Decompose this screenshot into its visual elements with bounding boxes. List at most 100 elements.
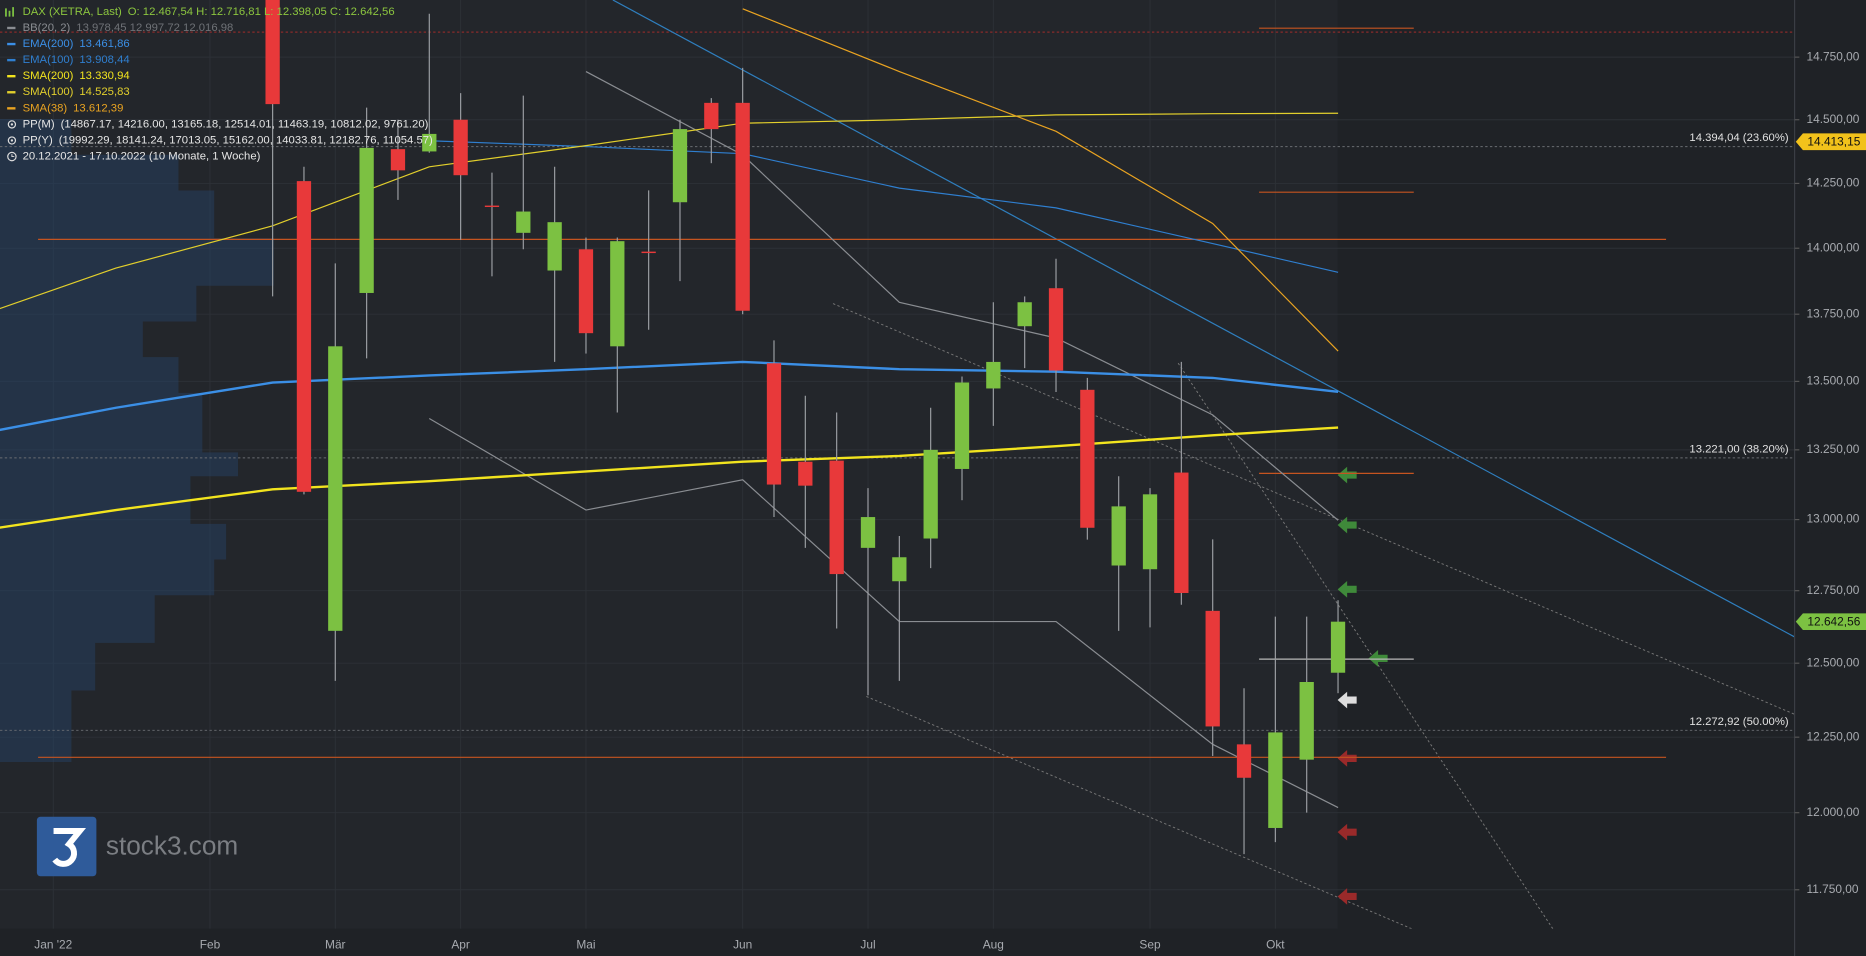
candle-body <box>1299 681 1314 760</box>
candle-body <box>672 129 688 203</box>
candle-body <box>296 181 312 492</box>
x-tick-label: Jun <box>733 937 752 951</box>
candle-body <box>422 133 437 152</box>
y-tick-label: 12.250,00 <box>1806 729 1859 743</box>
trend-line <box>832 303 1795 715</box>
candle-body <box>359 147 374 293</box>
fib-label: 12.272,92 (50.00%) <box>1689 716 1788 728</box>
candle-body <box>986 361 1001 389</box>
history-area <box>0 0 1338 929</box>
candle-body <box>1111 506 1126 566</box>
candle-body <box>265 0 280 105</box>
y-tick-label: 14.500,00 <box>1806 112 1859 126</box>
indicator-line <box>429 140 1339 273</box>
candle-body <box>610 241 625 347</box>
trend-line <box>1177 362 1554 929</box>
candle-body <box>1330 621 1346 673</box>
legend: DAX (XETRA, Last) O: 12.467,54 H: 12.716,… <box>5 6 433 163</box>
legend-name: EMA(100) <box>23 54 74 66</box>
legend-icon <box>10 139 14 142</box>
legend-name: SMA(200) <box>23 70 74 82</box>
legend-value: 13.978,45 12.997,72 12.016,98 <box>76 22 233 34</box>
legend-icon <box>7 120 17 129</box>
legend-value: 14.525,83 <box>79 86 129 98</box>
candle-body <box>954 382 970 469</box>
candle-body <box>860 517 876 548</box>
legend-name: SMA(38) <box>23 102 68 114</box>
legend-name: PP(Y) <box>23 134 53 146</box>
legend-value: (19992.29, 18141.24, 17013.05, 15162.00,… <box>59 134 433 146</box>
candle-body <box>547 222 562 271</box>
candle-body <box>766 363 782 485</box>
arrows-down <box>1337 750 1357 905</box>
candle-body <box>1268 732 1283 828</box>
candle-body <box>829 460 844 575</box>
candles <box>265 0 1346 855</box>
candle-body <box>1205 610 1220 727</box>
candle-body <box>704 102 719 130</box>
candle-body <box>1174 472 1189 593</box>
candle-body <box>516 211 531 233</box>
candle-body <box>390 149 406 171</box>
x-tick-label: Mär <box>325 937 346 951</box>
legend-name: 20.12.2021 - 17.10.2022 (10 Monate, 1 Wo… <box>23 151 261 163</box>
y-tick-label: 11.750,00 <box>1806 882 1858 896</box>
candle-body <box>1236 744 1252 778</box>
legend-name: DAX (XETRA, Last) <box>23 6 122 18</box>
indicator-line <box>742 8 1339 352</box>
indicator-line <box>0 426 1339 529</box>
y-tick-label: 13.000,00 <box>1806 512 1859 526</box>
trend-line <box>612 0 1795 638</box>
legend-name: EMA(200) <box>23 38 74 50</box>
y-tick-label: 12.500,00 <box>1806 655 1859 669</box>
legend-value: 13.908,44 <box>79 54 129 66</box>
candle-body <box>1142 494 1158 570</box>
candle-body <box>453 119 468 176</box>
y-tick-label: 12.000,00 <box>1806 805 1859 819</box>
candle-body <box>892 557 907 582</box>
legend-value: 13.461,86 <box>79 38 129 50</box>
y-tick-label: 13.500,00 <box>1806 374 1859 388</box>
x-tick-label: Jan '22 <box>34 937 72 951</box>
arrow-current <box>1337 691 1357 709</box>
legend-value: 13.612,39 <box>73 102 123 114</box>
x-tick-label: Okt <box>1266 937 1285 951</box>
candle-body <box>1080 389 1095 528</box>
x-tick-label: Sep <box>1139 937 1161 951</box>
fib-label: 14.394,04 (23.60%) <box>1689 132 1788 144</box>
fib-label: 13.221,00 (38.20%) <box>1689 444 1788 456</box>
legend-value: 13.330,94 <box>79 70 129 82</box>
candle-body <box>923 449 938 539</box>
axes: 14.750,00 14.500,00 14.250,00 14.000,00 13.7… <box>34 49 1866 951</box>
x-tick-label: Feb <box>200 937 221 951</box>
price-badge <box>1795 133 1866 151</box>
legend-name: SMA(100) <box>23 86 74 98</box>
price-badge <box>1795 613 1866 631</box>
x-tick-label: Mai <box>576 937 595 951</box>
legend-icon <box>10 123 14 126</box>
candle-body <box>484 205 500 208</box>
legend-value: O: 12.467,54 H: 12.716,81 L: 12.398,05 C… <box>128 6 395 18</box>
candle-body <box>1017 302 1032 327</box>
legend-icon <box>11 154 15 158</box>
x-tick-label: Jul <box>860 937 875 951</box>
volume-profile <box>0 119 274 762</box>
y-tick-label: 14.750,00 <box>1806 49 1859 63</box>
candle-body <box>578 249 594 334</box>
candle-body <box>798 461 813 486</box>
y-tick-label: 14.000,00 <box>1806 240 1859 254</box>
indicator-line <box>0 360 1339 432</box>
y-tick-label: 13.250,00 <box>1806 442 1859 456</box>
watermark: stock3.com <box>36 816 238 877</box>
price-badge-label: 14.413,15 <box>1807 134 1860 148</box>
y-tick-label: 13.750,00 <box>1806 306 1859 320</box>
x-tick-label: Apr <box>451 937 470 951</box>
trend-line <box>866 696 1413 929</box>
price-badge-label: 12.642,56 <box>1807 614 1860 628</box>
y-tick-label: 14.250,00 <box>1806 176 1859 190</box>
indicator-line <box>585 71 1339 521</box>
legend-icon <box>5 7 14 17</box>
decorations <box>0 0 1795 929</box>
legend-name: BB(20, 2) <box>23 22 71 34</box>
